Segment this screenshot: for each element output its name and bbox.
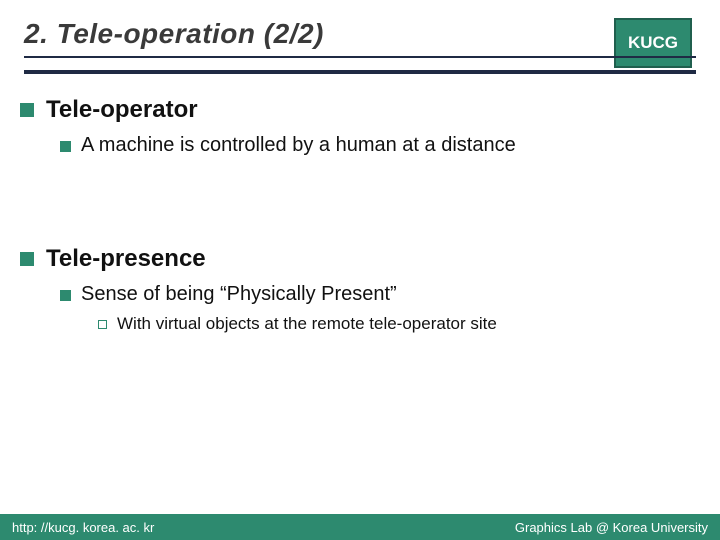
slide-header: 2. Tele-operation (2/2) <box>0 0 720 50</box>
org-badge-label: KUCG <box>628 33 678 53</box>
footer-url: http: //kucg. korea. ac. kr <box>12 520 154 535</box>
square-bullet-icon <box>60 141 71 152</box>
square-bullet-icon <box>60 290 71 301</box>
section-heading: Tele-presence <box>46 245 206 273</box>
bullet-text: Sense of being “Physically Present” <box>81 283 397 306</box>
hollow-square-bullet-icon <box>98 320 107 329</box>
org-badge: KUCG <box>614 18 692 68</box>
bullet-text: With virtual objects at the remote tele-… <box>117 314 497 334</box>
slide-title: 2. Tele-operation (2/2) <box>24 18 696 50</box>
bullet-text: A machine is controlled by a human at a … <box>81 134 516 157</box>
divider-thick <box>24 70 696 74</box>
divider-thin <box>24 56 696 58</box>
bullet-level2: Sense of being “Physically Present” <box>60 283 700 306</box>
bullet-level3: With virtual objects at the remote tele-… <box>98 314 700 334</box>
slide-body: Tele-operator A machine is controlled by… <box>20 96 700 342</box>
bullet-level2: A machine is controlled by a human at a … <box>60 134 700 157</box>
square-bullet-icon <box>20 252 34 266</box>
square-bullet-icon <box>20 103 34 117</box>
slide-footer: http: //kucg. korea. ac. kr Graphics Lab… <box>0 514 720 540</box>
footer-attribution: Graphics Lab @ Korea University <box>515 520 708 535</box>
slide: 2. Tele-operation (2/2) KUCG Tele-operat… <box>0 0 720 540</box>
bullet-level1: Tele-operator <box>20 96 700 124</box>
bullet-level1: Tele-presence <box>20 245 700 273</box>
section-heading: Tele-operator <box>46 96 198 124</box>
